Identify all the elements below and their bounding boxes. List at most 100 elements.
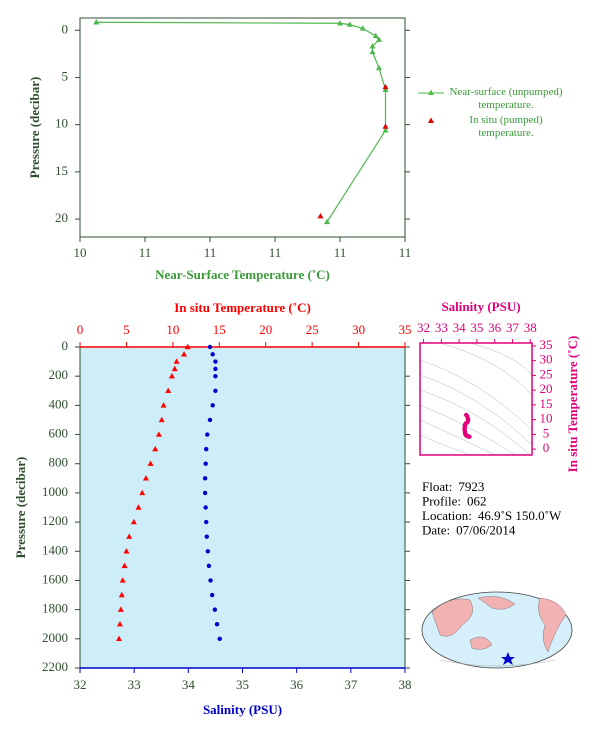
y-tick-label: 0 [62,21,69,36]
x-axis-title: Salinity (PSU) [203,702,282,717]
data-point [116,635,122,642]
world-map [421,591,573,669]
data-point [214,622,220,627]
info-value: 7923 [458,479,484,494]
x-tick-label: 36 [488,320,502,335]
plot-frame [419,342,533,456]
legend-entry: In situ (pumped) temperature. [416,114,566,140]
data-point [206,563,212,569]
x-tick-label: 33 [435,320,448,335]
legend-label: Near-surface (unpumped) temperature. [449,86,563,111]
y-tick-label: 30 [540,352,553,367]
y-tick-label: 1200 [42,513,68,528]
isopycnals [419,342,533,456]
data-point [181,351,187,357]
data-point [171,365,178,372]
legend-label: In situ (pumped) temperature. [469,114,543,139]
data-point [116,621,123,627]
data-point [168,372,175,379]
x-tick-label: 35 [236,677,249,692]
ts-point [467,434,472,439]
x-tick-label: 32 [417,320,430,335]
series-line [96,21,387,223]
data-point [204,534,209,539]
x-tick-label: 11 [204,245,217,260]
data-point [324,218,330,225]
data-point [208,578,213,583]
float-info: Profile: 062 [422,493,487,508]
y-tick-label: 15 [540,396,553,411]
x-tick-label: 32 [74,677,87,692]
data-point [139,489,146,496]
data-point [212,607,218,612]
x-tick-label: 34 [453,320,467,335]
info-label: Profile: [422,493,461,508]
y-axis-title: Pressure (decibar) [13,457,28,559]
legend-icon [428,117,434,123]
data-point [382,127,389,133]
data-point [202,490,208,496]
y-tick-label: 1600 [42,571,68,586]
legend-icon [418,89,444,95]
data-point [123,548,130,554]
x2-tick-label: 5 [123,322,130,337]
y-tick-label: 1800 [42,601,68,616]
data-point [207,344,213,350]
data-point [382,123,389,129]
data-point [317,213,324,219]
data-point [376,36,382,42]
x2-tick-label: 20 [259,322,272,337]
x2-tick-label: 0 [77,322,84,337]
data-point [130,518,137,525]
x-tick-label: 38 [399,677,412,692]
data-point [209,592,215,598]
y-tick-label: 35 [540,337,553,352]
plot-background [80,347,405,668]
data-point [213,366,218,372]
data-point [93,19,100,25]
data-point [152,445,159,452]
data-point [158,416,165,423]
x2-tick-label: 30 [352,322,365,337]
y-tick-label: 2200 [42,659,68,674]
data-point [369,43,376,49]
x-tick-label: 36 [290,677,304,692]
x2-tick-label: 10 [166,322,179,337]
legend-marker [428,89,434,95]
data-point [207,417,213,423]
y-tick-label: 1400 [42,542,68,557]
y-tick-label: 800 [49,455,69,470]
y-tick-label: 600 [49,426,69,441]
x-tick-label: 34 [182,677,196,692]
data-point [210,403,215,408]
x2-tick-label: 25 [306,322,319,337]
data-point [160,402,167,408]
data-point [203,505,208,510]
legend-entry: Near-surface (unpumped) temperature. [416,86,566,112]
x-axis-title: Salinity (PSU) [441,299,520,314]
x2-tick-label: 15 [213,322,226,337]
data-point [184,343,191,350]
data-point [118,591,125,598]
info-value: 46.9˚S 150.0˚W [478,508,562,523]
data-point [165,387,172,393]
y-tick-label: 5 [62,68,69,83]
info-label: Float: [422,479,452,494]
x-tick-label: 11 [399,245,412,260]
info-value: 07/06/2014 [456,522,516,537]
y-tick-label: 10 [540,411,553,426]
data-point [213,388,218,393]
x-tick-label: 37 [344,677,358,692]
x-tick-label: 11 [334,245,347,260]
x-tick-label: 11 [139,245,152,260]
data-point [142,475,149,481]
data-point [204,519,209,525]
x-tick-label: 37 [506,320,520,335]
data-point [117,606,124,612]
data-point [359,25,366,31]
data-point [213,359,218,364]
data-point [337,20,343,26]
y-tick-label: 20 [540,381,553,396]
data-point [155,431,162,437]
